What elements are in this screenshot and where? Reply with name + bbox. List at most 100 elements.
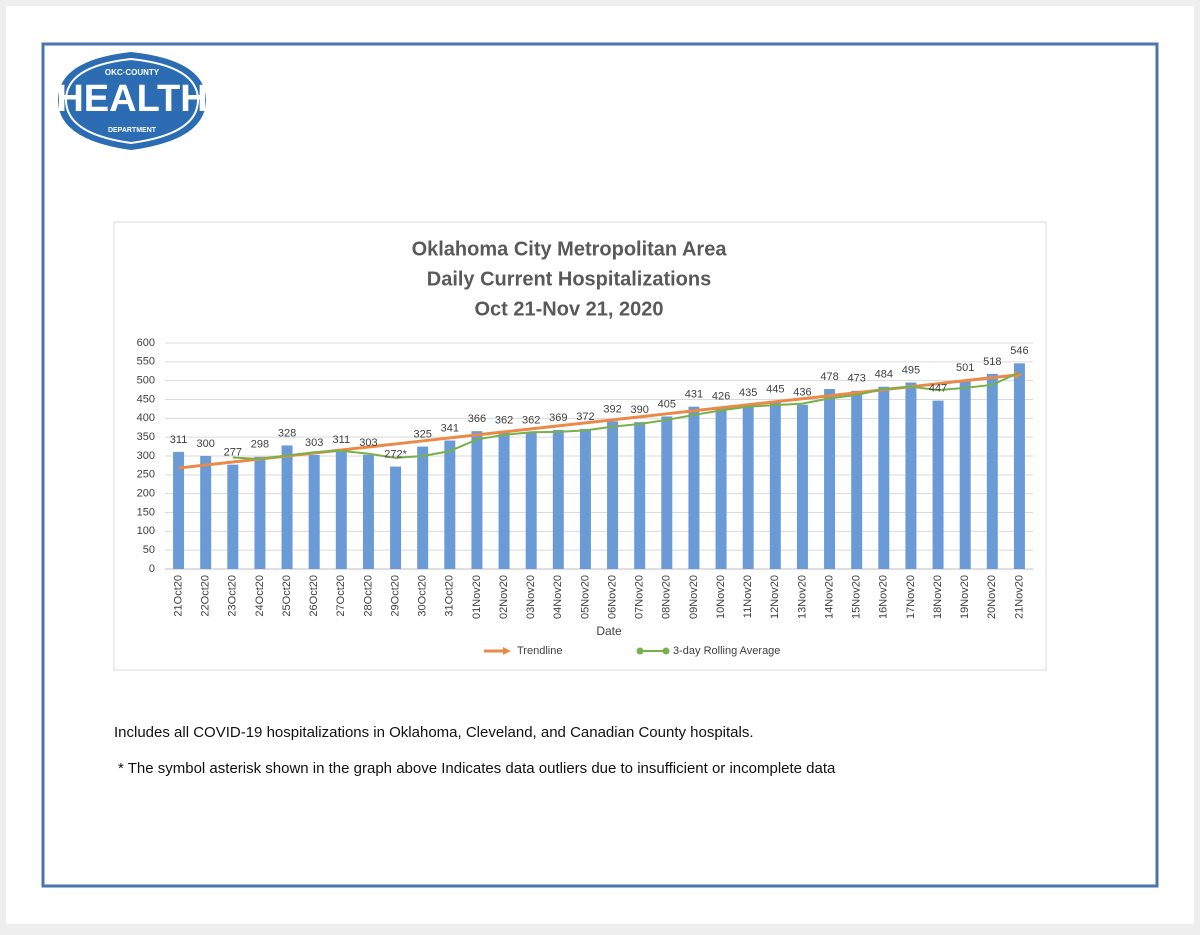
x-tick-label: 01Nov20 — [471, 575, 483, 619]
x-tick-label: 02Nov20 — [498, 575, 510, 619]
x-tick-label: 21Nov20 — [1013, 575, 1025, 619]
y-tick-label: 150 — [137, 506, 155, 518]
data-label: 518 — [983, 356, 1001, 368]
data-label: 341 — [441, 422, 459, 434]
legend-label: 3-day Rolling Average — [673, 645, 780, 657]
y-tick-label: 400 — [137, 412, 155, 424]
data-label: 546 — [1010, 345, 1028, 357]
y-tick-label: 450 — [137, 393, 155, 405]
data-label: 431 — [685, 389, 703, 401]
data-label: 300 — [197, 438, 215, 450]
x-axis-label: Date — [596, 624, 622, 638]
data-label: 362 — [495, 415, 513, 427]
data-label: 436 — [793, 387, 811, 399]
y-tick-label: 350 — [137, 431, 155, 443]
x-tick-label: 07Nov20 — [634, 575, 646, 619]
x-tick-label: 21Oct20 — [172, 575, 184, 617]
x-tick-label: 12Nov20 — [769, 575, 781, 619]
x-tick-label: 03Nov20 — [525, 575, 537, 619]
x-tick-label: 17Nov20 — [905, 575, 917, 619]
data-label: 484 — [875, 369, 893, 381]
x-tick-label: 14Nov20 — [823, 575, 835, 619]
rolling-average-line — [232, 371, 1020, 461]
bar — [444, 440, 456, 569]
bar — [607, 421, 619, 569]
data-label: 447 — [929, 383, 947, 395]
y-tick-label: 50 — [143, 544, 155, 556]
legend-label: Trendline — [517, 645, 562, 657]
y-tick-label: 300 — [137, 450, 155, 462]
x-tick-label: 30Oct20 — [417, 575, 429, 617]
chart-title: Oct 21-Nov 21, 2020 — [475, 298, 664, 320]
data-label: 390 — [631, 404, 649, 416]
x-tick-label: 28Oct20 — [362, 575, 374, 617]
bar — [959, 380, 971, 569]
x-tick-label: 09Nov20 — [688, 575, 700, 619]
logo-main: HEALTH — [56, 78, 207, 120]
x-tick-label: 22Oct20 — [200, 575, 212, 617]
bar — [1013, 363, 1025, 569]
y-tick-label: 100 — [137, 525, 155, 537]
logo-top: OKC·COUNTY — [105, 68, 160, 77]
bar — [878, 386, 890, 569]
bar — [634, 422, 646, 569]
x-tick-label: 29Oct20 — [389, 575, 401, 617]
bar — [281, 445, 293, 569]
x-tick-label: 15Nov20 — [851, 575, 863, 619]
data-label: 298 — [251, 439, 269, 451]
legend-swatch — [636, 647, 644, 655]
data-label: 362 — [522, 415, 540, 427]
bar — [742, 405, 754, 569]
data-label: 392 — [603, 403, 621, 415]
data-label: 303 — [359, 437, 377, 449]
chart-title: Oklahoma City Metropolitan Area — [412, 238, 728, 260]
note: * The symbol asterisk shown in the graph… — [118, 760, 836, 777]
data-label: 303 — [305, 437, 323, 449]
bar — [932, 400, 944, 569]
data-label: 328 — [278, 427, 296, 439]
bar — [851, 390, 863, 569]
data-label: 372 — [576, 411, 594, 423]
x-tick-label: 04Nov20 — [552, 575, 564, 619]
data-label: 495 — [902, 364, 920, 376]
y-tick-label: 0 — [149, 563, 155, 575]
y-tick-label: 550 — [137, 356, 155, 368]
bar — [173, 451, 185, 569]
y-tick-label: 500 — [137, 375, 155, 387]
y-tick-label: 200 — [137, 488, 155, 500]
bar — [308, 454, 320, 569]
bar — [498, 432, 510, 569]
bar — [227, 464, 239, 569]
x-tick-label: 31Oct20 — [444, 575, 456, 617]
x-tick-label: 06Nov20 — [606, 575, 618, 619]
logo: OKC·COUNTY HEALTH DEPARTMENT — [56, 52, 208, 150]
x-tick-label: 16Nov20 — [878, 575, 890, 619]
x-tick-label: 11Nov20 — [742, 575, 754, 618]
data-label: 277 — [224, 447, 242, 459]
note: Includes all COVID-19 hospitalizations i… — [114, 724, 754, 741]
legend-swatch — [662, 647, 670, 655]
bar — [824, 388, 836, 569]
bar — [715, 408, 727, 569]
data-label: 445 — [766, 383, 784, 395]
bar — [525, 432, 537, 569]
data-label: 405 — [658, 398, 676, 410]
data-label: 366 — [468, 413, 486, 425]
bar — [579, 428, 591, 569]
data-label: 435 — [739, 387, 757, 399]
x-tick-label: 08Nov20 — [661, 575, 673, 619]
x-tick-label: 18Nov20 — [932, 575, 944, 619]
data-label: 311 — [170, 434, 188, 446]
bar — [796, 404, 808, 569]
bar — [688, 406, 700, 569]
x-tick-label: 24Oct20 — [254, 575, 266, 617]
x-tick-label: 26Oct20 — [308, 575, 320, 617]
data-label: 426 — [712, 390, 730, 402]
data-label: 473 — [848, 373, 866, 385]
bar — [417, 446, 429, 569]
x-tick-label: 27Oct20 — [335, 575, 347, 617]
logo-bottom: DEPARTMENT — [108, 127, 157, 134]
bar — [200, 456, 212, 569]
chart-title: Daily Current Hospitalizations — [427, 268, 712, 290]
bar — [661, 416, 673, 569]
